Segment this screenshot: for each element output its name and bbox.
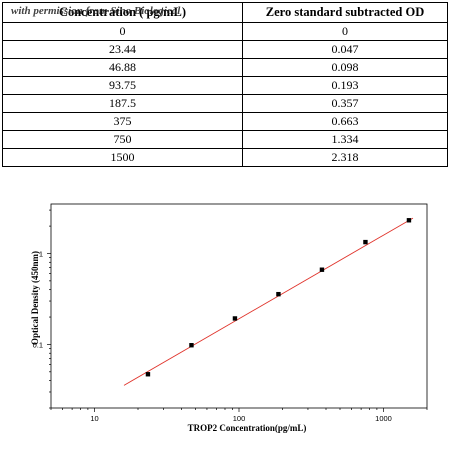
data-point xyxy=(232,316,238,321)
table-header-row: Concentration ( pg/mL) with permission f… xyxy=(2,2,448,23)
data-point xyxy=(276,291,281,297)
standard-curve-chart-container: 10 100 1000 0.1 1 TROP2 Concentration(pg/mL… xyxy=(0,195,450,450)
table-row: 750 1.334 xyxy=(2,130,448,149)
y-axis-ticks: 0.11 xyxy=(33,209,51,409)
od-cell: 0.193 xyxy=(242,76,448,95)
x-axis-label: TROP2 Concentration(pg/mL) xyxy=(188,423,307,433)
concentration-cell: 187.5 xyxy=(2,94,243,113)
data-point xyxy=(189,343,194,348)
concentration-cell: 1500 xyxy=(2,148,243,167)
x-axis-ticks: 10 100 1000 xyxy=(50,408,428,423)
fit-line xyxy=(123,217,414,386)
table-row: 46.88 0.098 xyxy=(2,58,448,77)
data-point xyxy=(363,239,368,245)
x-tick-label: 100 xyxy=(233,414,246,423)
x-tick-label: 10 xyxy=(90,414,98,423)
od-cell: 0.357 xyxy=(242,94,448,113)
concentration-header-label: Concentration ( pg/mL) xyxy=(58,5,187,19)
y-axis-label: Optical Density (450nm) xyxy=(30,251,40,345)
data-point xyxy=(406,218,412,223)
y-tick-label: 0.1 xyxy=(33,340,43,349)
table-row: 187.5 0.357 xyxy=(2,94,448,113)
od-cell: 0.047 xyxy=(242,40,448,59)
concentration-header: Concentration ( pg/mL) with permission f… xyxy=(2,2,243,23)
od-cell: 0 xyxy=(242,22,448,41)
concentration-cell: 375 xyxy=(2,112,243,131)
od-cell: 1.334 xyxy=(242,130,448,149)
plot-area-border xyxy=(50,203,428,409)
od-header: Zero standard subtracted OD xyxy=(242,2,448,23)
standard-curve-chart: 10 100 1000 0.11 TROP2 Concentration(pg/mL… xyxy=(30,203,428,433)
concentration-cell: 0 xyxy=(2,22,243,41)
table-row: 375 0.663 xyxy=(2,112,448,131)
table-row: 23.44 0.047 xyxy=(2,40,448,59)
y-tick-label: 1 xyxy=(39,249,43,258)
table-row: 1500 2.318 xyxy=(2,148,448,167)
concentration-cell: 23.44 xyxy=(2,40,243,59)
concentration-cell: 750 xyxy=(2,130,243,149)
x-tick-label: 1000 xyxy=(375,414,392,423)
fit-line-group xyxy=(123,217,414,386)
plot-frame xyxy=(50,203,428,409)
concentration-cell: 93.75 xyxy=(2,76,243,95)
od-cell: 0.663 xyxy=(242,112,448,131)
table-row: 93.75 0.193 xyxy=(2,76,448,95)
concentration-cell: 46.88 xyxy=(2,58,243,77)
data-points xyxy=(145,218,412,377)
standard-curve-table: Concentration ( pg/mL) with permission f… xyxy=(2,2,448,167)
data-point xyxy=(319,267,325,272)
table-row: 0 0 xyxy=(2,22,448,41)
od-cell: 2.318 xyxy=(242,148,448,167)
od-cell: 0.098 xyxy=(242,58,448,77)
standard-curve-table-container: Concentration ( pg/mL) with permission f… xyxy=(2,2,448,167)
data-point xyxy=(145,372,151,377)
